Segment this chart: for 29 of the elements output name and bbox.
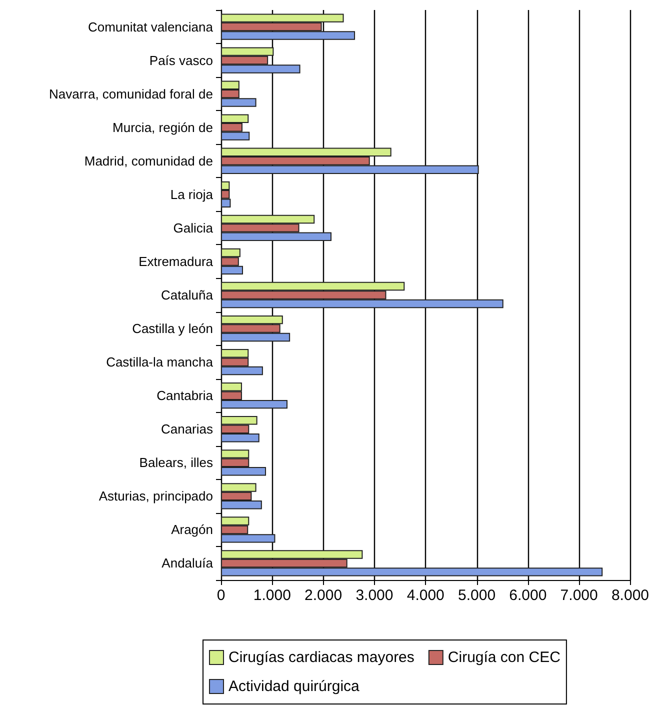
y-tick-label: Castilla-la mancha <box>106 354 214 370</box>
x-tick-label: 0 <box>216 587 226 604</box>
x-tick-label: 4.000 <box>406 587 444 604</box>
y-tick-label: Andaluía <box>162 556 214 571</box>
x-tick-label: 8.000 <box>611 587 650 604</box>
x-tick-label: 3.000 <box>356 587 394 604</box>
x-tick-label: 7.000 <box>560 587 598 604</box>
y-tick-label: Extremadura <box>138 254 214 269</box>
x-tick-label: 2.000 <box>304 587 342 604</box>
legend-label: Actividad quirúrgica <box>228 678 360 695</box>
y-tick-label: Aragón <box>171 522 213 538</box>
legend-label: Cirugías cardiacas mayores <box>228 649 414 666</box>
y-tick-label: Canarias <box>160 422 214 437</box>
y-tick-label: Cantabria <box>156 388 214 404</box>
y-tick-label: Cataluña <box>160 288 214 302</box>
x-tick-label: 1.000 <box>253 587 291 604</box>
y-tick-label: Madrid, comunidad de <box>84 153 213 168</box>
legend-label: Cirugía con CEC <box>448 649 561 666</box>
y-tick-label: Castilla y león <box>132 321 213 336</box>
y-tick-label: Galicia <box>173 220 214 236</box>
y-tick-label: País vasco <box>149 52 213 68</box>
y-tick-label: Comunitat valenciana <box>88 19 214 34</box>
y-tick-label: La rioja <box>170 186 214 202</box>
y-tick-label: Asturias, principado <box>98 488 213 504</box>
y-tick-label: Balears, illes <box>139 455 214 470</box>
x-tick-label: 6.000 <box>509 587 547 604</box>
x-tick-label: 5.000 <box>458 587 496 604</box>
y-tick-label: Murcia, región de <box>112 120 213 135</box>
y-tick-label: Navarra, comunidad foral de <box>48 86 213 102</box>
